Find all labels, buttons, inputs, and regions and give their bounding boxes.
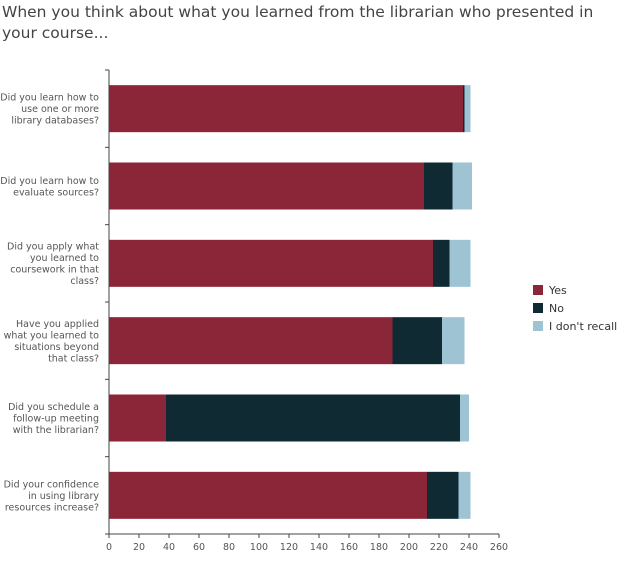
x-tick-label: 0 <box>106 542 112 553</box>
category-label: Did your confidence in using library resou… <box>4 479 100 513</box>
category-label: Did you schedule a follow-up meeting with … <box>8 402 99 436</box>
x-tick-label: 120 <box>280 542 298 553</box>
x-tick-label: 100 <box>250 542 268 553</box>
bar-i-don-t-recall-2 <box>452 162 472 210</box>
bar-i-don-t-recall-3 <box>449 239 471 287</box>
x-tick-label: 20 <box>133 542 145 553</box>
bar-i-don-t-recall-5 <box>460 394 469 442</box>
legend-label-yes: Yes <box>548 284 567 297</box>
x-tick-label: 160 <box>340 542 358 553</box>
legend-label-no: No <box>549 302 564 315</box>
bar-no-5 <box>166 394 460 442</box>
legend-swatch-no <box>533 303 543 313</box>
bar-no-1 <box>463 85 465 133</box>
bar-yes-6 <box>109 471 427 519</box>
x-tick-label: 200 <box>400 542 418 553</box>
category-label: Did you apply what you learned to coursewo… <box>7 242 99 287</box>
bar-i-don-t-recall-6 <box>458 471 471 519</box>
x-tick-label: 40 <box>163 542 175 553</box>
x-tick-label: 140 <box>310 542 328 553</box>
chart-title: When you think about what you learned fr… <box>2 3 594 42</box>
bar-yes-3 <box>109 239 433 287</box>
bar-no-2 <box>424 162 453 210</box>
bar-no-6 <box>427 471 459 519</box>
x-tick-label: 260 <box>490 542 508 553</box>
bar-i-don-t-recall-1 <box>464 85 471 133</box>
legend-label-i-don-t-recall: I don't recall <box>549 320 617 333</box>
category-label: Did you learn how to evaluate sources? <box>0 176 99 199</box>
legend-swatch-yes <box>533 285 543 295</box>
bar-no-3 <box>433 239 450 287</box>
category-labels: Did you learn how to use one or more libra… <box>0 93 99 514</box>
legend-swatch-i-don-t-recall <box>533 321 543 331</box>
x-tick-label: 180 <box>370 542 388 553</box>
bar-yes-5 <box>109 394 166 442</box>
x-tick-label: 60 <box>193 542 205 553</box>
axis-layer: 0 20 40 60 80 100 120 140 160 180 200 220 240 260 <box>105 69 508 553</box>
bar-yes-2 <box>109 162 424 210</box>
legend: Yes No I don't recall <box>533 284 617 333</box>
category-label: Have you applied what you learned to situa… <box>4 319 100 365</box>
bar-no-4 <box>392 317 442 365</box>
bar-yes-4 <box>109 317 393 365</box>
x-tick-label: 220 <box>430 542 448 553</box>
bar-yes-1 <box>109 85 463 133</box>
bars-layer <box>109 85 472 519</box>
category-label: Did you learn how to use one or more libra… <box>0 93 99 127</box>
bar-i-don-t-recall-4 <box>442 317 465 365</box>
x-tick-label: 240 <box>460 542 478 553</box>
x-tick-label: 80 <box>223 542 235 553</box>
